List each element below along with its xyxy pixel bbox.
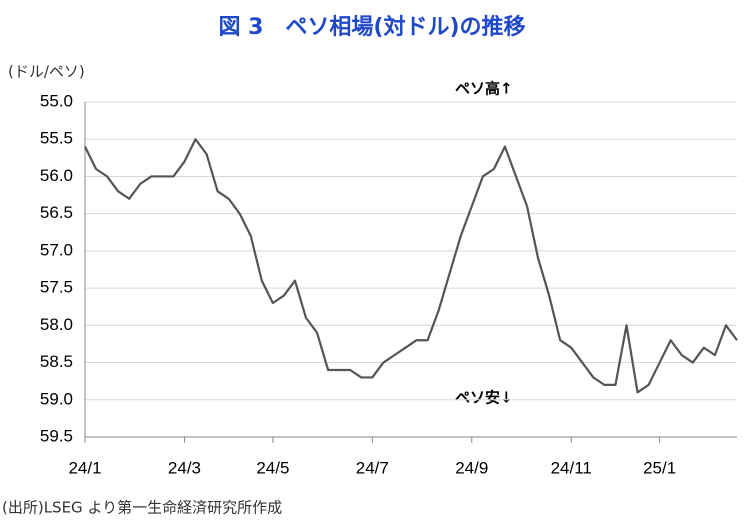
y-tick-label: 56.5 xyxy=(40,203,73,222)
x-tick-label: 24/3 xyxy=(168,458,201,477)
chart-title: 図 3 ペソ相場(対ドル)の推移 xyxy=(218,14,525,40)
y-tick-label: 57.5 xyxy=(40,278,73,297)
y-tick-label: 59.0 xyxy=(40,389,73,408)
series-line xyxy=(84,138,738,394)
x-tick-label: 24/7 xyxy=(356,458,389,477)
source-note: (出所)LSEG より第一生命経済研究所作成 xyxy=(2,499,282,517)
y-tick-label: 55.5 xyxy=(40,129,73,148)
x-tick-label: 25/1 xyxy=(643,458,676,477)
y-tick-label: 56.0 xyxy=(40,166,73,185)
annotation: ペソ高↑ xyxy=(455,80,513,98)
x-tick-label: 24/11 xyxy=(551,458,592,477)
y-tick-label: 58.5 xyxy=(40,352,73,371)
annotation: ペソ安↓ xyxy=(455,389,513,407)
x-tick-label: 24/5 xyxy=(256,458,289,477)
y-tick-label: 58.0 xyxy=(40,315,73,334)
y-tick-label: 55.0 xyxy=(40,91,73,110)
x-tick-label: 24/1 xyxy=(68,458,101,477)
x-tick-label: 24/9 xyxy=(455,458,488,477)
y-axis-label: (ドル/ペソ) xyxy=(8,63,85,81)
y-tick-label: 59.5 xyxy=(40,426,73,445)
y-tick-label: 57.0 xyxy=(40,240,73,259)
